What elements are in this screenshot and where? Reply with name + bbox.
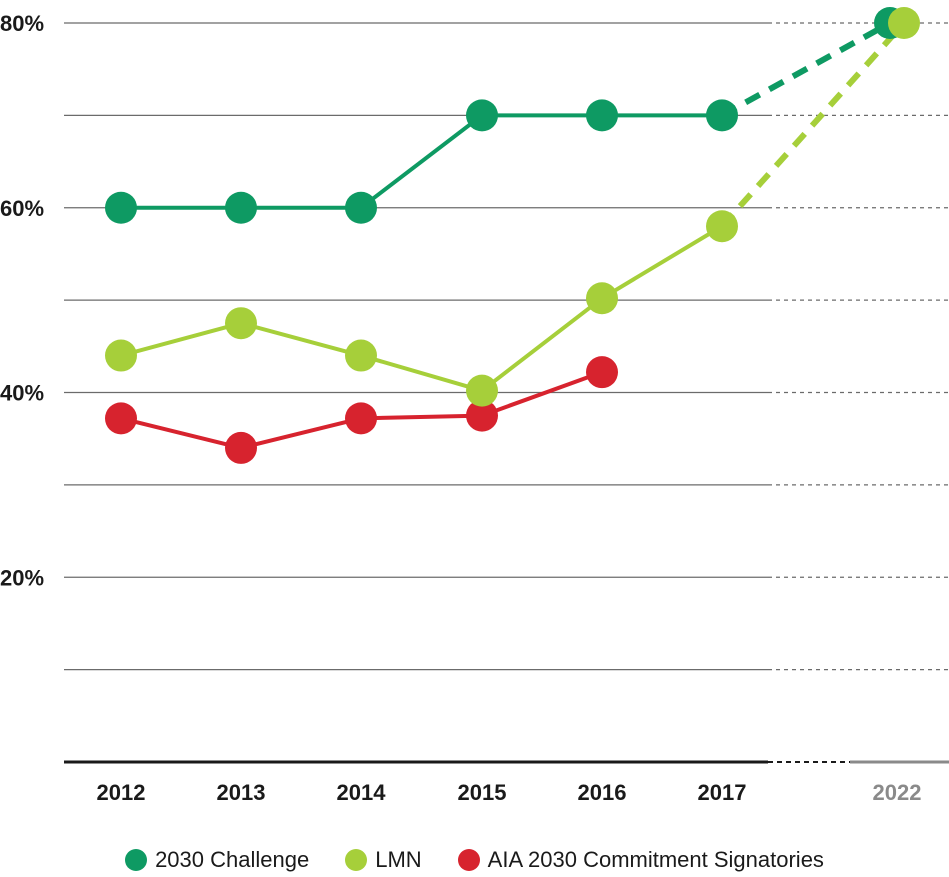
data-point: [105, 191, 137, 224]
data-point: [466, 374, 498, 407]
series-points: [105, 7, 920, 464]
x-tick-label: 2017: [698, 780, 747, 805]
line-chart: 20% 40% 60% 80% 2012 2013 2014 2015 2016 2017 202…: [0, 7, 949, 805]
series-line: [121, 113, 722, 210]
y-tick-label: 20%: [0, 565, 44, 590]
legend-item: AIA 2030 Commitment Signatories: [457, 847, 824, 873]
y-tick-label: 60%: [0, 196, 44, 221]
series-projection-line: [719, 20, 907, 229]
series-line: [120, 224, 724, 393]
data-point: [345, 339, 377, 372]
y-axis-ticks: 20% 40% 60% 80%: [0, 11, 44, 590]
data-point: [105, 339, 137, 372]
data-point: [466, 99, 498, 132]
legend-label: AIA 2030 Commitment Signatories: [487, 847, 824, 872]
data-point: [225, 191, 257, 224]
y-tick-label: 80%: [0, 11, 44, 36]
grid-lines: [64, 22, 949, 764]
x-tick-label: 2022: [873, 780, 922, 805]
series-projection-line: [720, 20, 892, 119]
data-point: [225, 431, 257, 464]
x-tick-label: 2013: [217, 780, 266, 805]
data-point: [888, 7, 920, 39]
legend: 2030 Challenge LMN AIA 2030 Commitment Sig…: [0, 843, 949, 877]
x-tick-label: 2015: [458, 780, 507, 805]
x-tick-label: 2016: [578, 780, 627, 805]
data-point: [586, 282, 618, 315]
x-tick-label: 2014: [337, 780, 387, 805]
x-axis-ticks: 2012 2013 2014 2015 2016 2017 2022: [97, 780, 922, 805]
legend-label: LMN: [375, 847, 422, 872]
y-tick-label: 40%: [0, 381, 44, 406]
legend-swatch: [457, 849, 480, 871]
legend-item: LMN: [345, 847, 422, 873]
legend-label: 2030 Challenge: [155, 847, 310, 872]
data-point: [345, 402, 377, 435]
data-point: [225, 307, 257, 340]
legend-swatch: [125, 849, 148, 871]
data-point: [345, 191, 377, 224]
data-point: [706, 99, 738, 132]
data-point: [706, 210, 738, 243]
data-point: [105, 402, 137, 435]
legend-swatch: [345, 849, 368, 871]
data-point: [586, 356, 618, 389]
legend-item: 2030 Challenge: [125, 847, 309, 873]
series-lines: [120, 20, 907, 450]
data-point: [586, 99, 618, 132]
data-point: [466, 399, 498, 432]
x-tick-label: 2012: [97, 780, 146, 805]
